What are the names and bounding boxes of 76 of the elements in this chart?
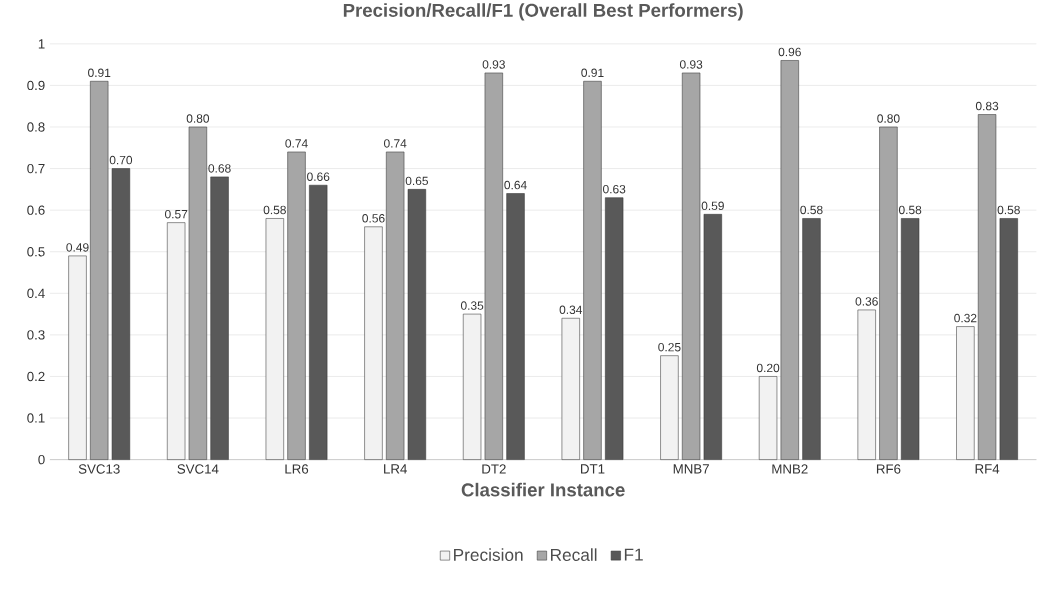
bar [857,309,876,460]
legend-label: Recall [551,548,597,562]
data-label: 0.91 [88,68,111,78]
x-axis-title: Classifier Instance [461,482,625,497]
chart-title: Precision/Recall/F1 (Overall Best Performers) [343,3,743,21]
legend-label: F1 [624,548,643,561]
data-label: 0.59 [701,201,724,211]
bar [364,226,383,460]
y-tick-label: 0.5 [27,247,45,257]
data-label: 0.57 [164,209,188,219]
x-tick-label: LR4 [384,464,407,474]
bar [167,222,186,460]
x-tick-label: MNB2 [772,464,808,474]
data-label: 0.83 [975,101,999,111]
data-label: 0.49 [66,243,89,252]
bar [999,218,1018,460]
data-label: 0.70 [109,155,133,165]
bar [802,218,821,460]
y-tick-label: 0.2 [27,371,45,382]
y-tick-label: 0.9 [27,80,45,91]
data-label: 0.32 [954,313,977,323]
data-label: 0.74 [384,139,407,148]
y-tick-label: 0.7 [27,163,45,174]
bar [210,176,229,460]
data-label: 0.35 [460,301,484,310]
y-tick-label: 0.1 [27,413,45,423]
data-label: 0.36 [855,297,878,306]
data-label: 0.56 [362,214,385,223]
x-tick-label: DT2 [482,464,506,474]
x-tick-label: SVC13 [78,464,120,474]
data-label: 0.25 [658,342,681,352]
x-tick-label: DT1 [581,464,605,474]
data-label: 0.93 [482,60,505,69]
bar [703,214,722,460]
bar [309,184,328,460]
bar [506,193,525,460]
y-tick-label: 0.4 [27,288,45,298]
data-label: 0.34 [559,305,583,315]
bar [758,376,778,460]
data-label: 0.91 [581,68,604,78]
data-label: 0.64 [504,180,527,190]
x-tick-label: RF6 [876,464,901,474]
data-label: 0.20 [756,363,780,373]
legend-label: Precision [454,548,523,562]
data-label: 0.65 [405,176,429,186]
data-label: 0.58 [997,205,1020,215]
data-label: 0.66 [307,172,330,181]
data-label: 0.80 [877,114,900,123]
data-label: 0.80 [186,114,210,123]
bar [900,218,920,460]
bar [68,255,87,460]
data-label: 0.96 [778,47,801,57]
bar [561,317,580,460]
x-tick-label: SVC14 [177,464,219,474]
x-tick-label: MNB7 [673,464,709,474]
bar [956,326,975,460]
data-label: 0.93 [679,60,703,69]
x-tick-label: LR6 [285,464,309,474]
data-label: 0.58 [898,205,922,215]
bar [111,168,131,460]
data-label: 0.58 [800,205,823,215]
data-label: 0.68 [208,164,231,173]
y-tick-label: 0.8 [27,122,45,132]
data-label: 0.74 [285,139,308,148]
y-tick-label: 0.6 [27,205,45,215]
data-label: 0.63 [603,184,626,194]
y-tick-label: 0 [38,454,45,465]
bar [660,355,679,460]
data-label: 0.58 [263,205,286,215]
bar [462,313,482,460]
bar [265,218,284,460]
y-tick-label: 0.3 [27,330,45,340]
x-tick-label: RF4 [975,464,1000,474]
bar [407,189,427,460]
y-tick-label: 1 [38,39,45,49]
bar [605,197,624,460]
